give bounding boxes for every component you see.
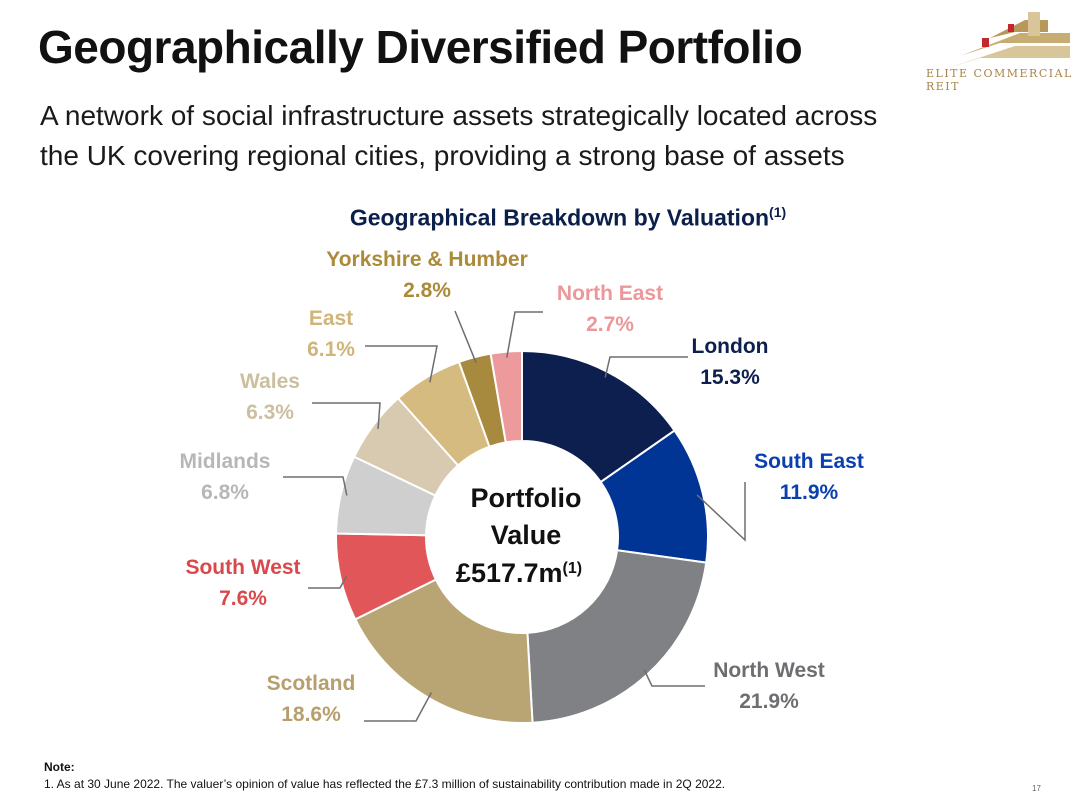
leader-line-yorkshire-humber xyxy=(454,310,477,364)
slice-north-east xyxy=(489,349,523,444)
leader-lines-layer xyxy=(283,310,746,722)
center-label: Portfolio Value £517.7m(1) xyxy=(456,483,582,588)
note-title: Note: xyxy=(44,760,75,774)
label-name-south-west: South West xyxy=(185,556,300,579)
slice-north-west xyxy=(526,549,708,724)
leader-line-london xyxy=(604,356,688,378)
label-name-north-east: North East xyxy=(557,282,663,305)
label-name-north-west: North West xyxy=(713,659,825,682)
center-label-line1: Portfolio xyxy=(471,483,582,513)
logo-text: ELITE COMMERCIAL REIT xyxy=(926,67,1073,93)
page-number: 17 xyxy=(1032,784,1041,793)
chart-title-text: Geographical Breakdown by Valuation xyxy=(349,204,770,231)
label-name-east: East xyxy=(309,307,353,330)
leader-line-south-west xyxy=(308,575,347,589)
leader-line-wales xyxy=(312,402,381,429)
subtitle-line-1: A network of social infrastructure asset… xyxy=(40,100,878,131)
label-name-london: London xyxy=(692,335,769,358)
labels-layer: London 15.3% South East 11.9% North West 21.9… xyxy=(179,248,863,726)
label-value-north-east: 2.7% xyxy=(586,313,634,336)
slide-title: Geographically Diversified Portfolio xyxy=(38,21,803,73)
label-name-wales: Wales xyxy=(240,370,300,393)
chart-title: Geographical Breakdown by Valuation(1) xyxy=(0,204,1091,232)
label-value-south-west: 7.6% xyxy=(219,587,267,610)
label-value-scotland: 18.6% xyxy=(281,703,341,726)
label-name-yorkshire-humber: Yorkshire & Humber xyxy=(326,248,528,271)
leader-line-scotland xyxy=(364,692,433,722)
slices-layer xyxy=(335,349,709,724)
label-value-london: 15.3% xyxy=(700,366,760,389)
label-value-yorkshire-humber: 2.8% xyxy=(403,279,451,302)
leader-line-east xyxy=(365,345,438,383)
label-value-midlands: 6.8% xyxy=(201,481,249,504)
label-name-south-east: South East xyxy=(754,450,864,473)
label-name-midlands: Midlands xyxy=(179,450,270,473)
leader-line-north-west xyxy=(643,669,705,687)
note-text: 1. As at 30 June 2022. The valuer’s opin… xyxy=(44,777,726,791)
slice-scotland xyxy=(353,578,534,724)
company-logo-icon xyxy=(942,12,1070,70)
label-value-wales: 6.3% xyxy=(246,401,294,424)
leader-line-north-east xyxy=(506,311,543,358)
label-value-south-east: 11.9% xyxy=(780,481,839,504)
center-label-footnote: (1) xyxy=(563,560,583,577)
label-name-scotland: Scotland xyxy=(267,672,356,695)
leader-line-midlands xyxy=(283,476,348,496)
label-value-east: 6.1% xyxy=(307,338,355,361)
center-label-line3: £517.7m(1) xyxy=(456,558,582,588)
center-label-line2: Value xyxy=(491,520,562,550)
label-value-north-west: 21.9% xyxy=(739,690,799,713)
slide-subtitle: A network of social infrastructure asset… xyxy=(40,96,1040,176)
chart-title-footnote: (1) xyxy=(769,204,787,220)
leader-line-south-east xyxy=(696,482,746,542)
center-label-value: £517.7m xyxy=(456,558,563,588)
subtitle-line-2: the UK covering regional cities, providi… xyxy=(40,140,845,171)
